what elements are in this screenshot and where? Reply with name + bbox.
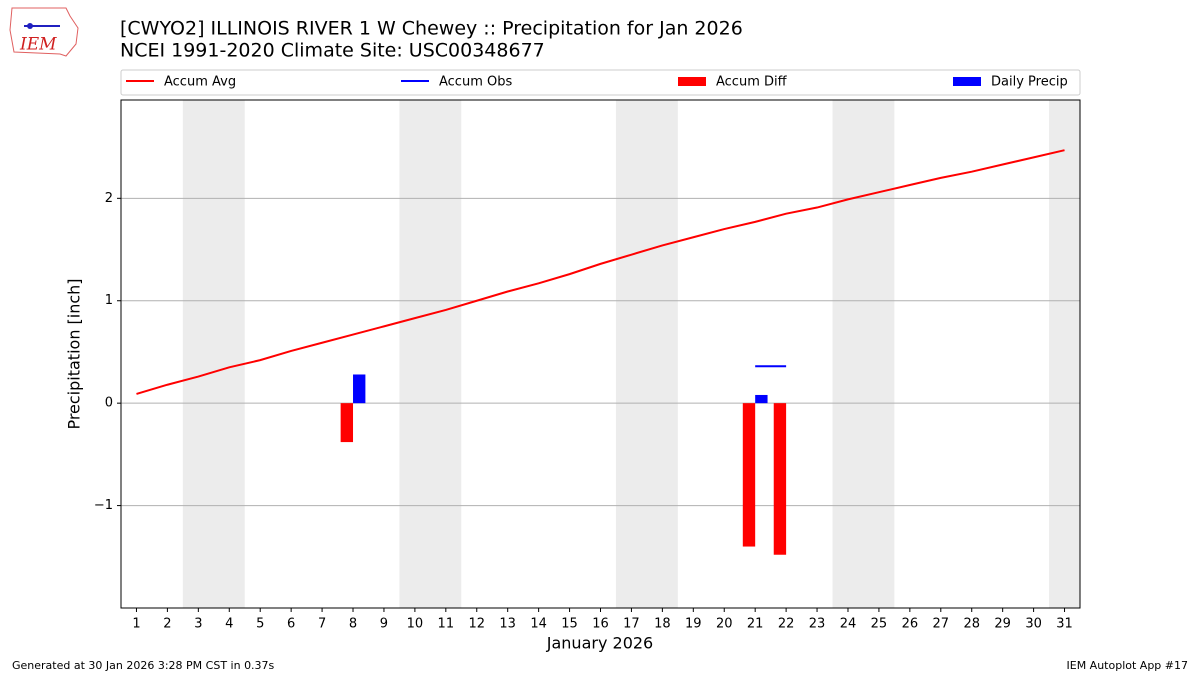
logo-outline [9, 7, 79, 57]
x-tick-label: 28 [963, 617, 980, 632]
x-tick-label: 4 [225, 617, 233, 632]
legend-box [120, 69, 1081, 96]
x-tick-label: 14 [530, 617, 547, 632]
y-tick-label: 2 [105, 191, 113, 206]
footer-right: IEM Autoplot App #17 [1067, 659, 1189, 672]
x-tick-label: 11 [438, 617, 455, 632]
x-tick-label: 22 [778, 617, 795, 632]
footer-left: Generated at 30 Jan 2026 3:28 PM CST in … [12, 659, 275, 672]
x-tick-label: 5 [256, 617, 264, 632]
x-tick-label: 24 [840, 617, 857, 632]
legend-label: Accum Obs [439, 75, 512, 90]
bar [340, 403, 354, 443]
x-axis-label: January 2026 [546, 634, 653, 653]
x-tick-label: 3 [194, 617, 202, 632]
logo-text: IEM [19, 35, 57, 55]
y-axis-label: Precipitation [inch] [65, 278, 84, 429]
x-tick-label: 16 [592, 617, 609, 632]
x-tick-label: 19 [685, 617, 702, 632]
x-tick-label: 27 [933, 617, 950, 632]
x-tick-label: 13 [499, 617, 516, 632]
x-tick-label: 18 [654, 617, 671, 632]
x-tick-label: 7 [318, 617, 326, 632]
bar [742, 403, 756, 547]
x-tick-label: 17 [623, 617, 640, 632]
x-tick-label: 6 [287, 617, 295, 632]
bar [773, 403, 787, 555]
x-tick-label: 2 [163, 617, 171, 632]
legend-label: Daily Precip [991, 75, 1068, 90]
chart-subtitle: NCEI 1991-2020 Climate Site: USC00348677 [120, 40, 545, 62]
legend-label: Accum Avg [164, 75, 236, 90]
x-tick-label: 23 [809, 617, 826, 632]
weekend-shade [182, 100, 245, 608]
weekend-shade [832, 100, 895, 608]
bar [353, 374, 366, 404]
weekend-shade [399, 100, 462, 608]
x-tick-label: 9 [380, 617, 388, 632]
legend-swatch [678, 77, 706, 86]
logo: IEM [9, 7, 79, 57]
x-tick-label: 25 [871, 617, 888, 632]
x-tick-label: 30 [1025, 617, 1042, 632]
x-tick-label: 29 [994, 617, 1011, 632]
x-tick-label: 10 [407, 617, 424, 632]
legend-swatch [953, 77, 981, 86]
line [136, 149, 1065, 395]
x-tick-label: 21 [747, 617, 764, 632]
legend-label: Accum Diff [716, 75, 788, 90]
x-tick-label: 31 [1056, 617, 1073, 632]
weekend-shade [1049, 100, 1080, 608]
x-tick-label: 1 [132, 617, 140, 632]
x-tick-label: 26 [902, 617, 919, 632]
y-tick-label: 1 [105, 293, 113, 308]
y-tick-label: 0 [105, 396, 113, 411]
y-tick-label: −1 [94, 498, 113, 513]
logo-icon [27, 23, 33, 29]
x-tick-label: 20 [716, 617, 733, 632]
x-tick-label: 12 [468, 617, 485, 632]
x-tick-label: 8 [349, 617, 357, 632]
bar [755, 394, 768, 404]
chart-title: [CWYO2] ILLINOIS RIVER 1 W Chewey :: Pre… [120, 18, 743, 40]
plot-frame [120, 99, 1081, 609]
weekend-shade [615, 100, 678, 608]
x-tick-label: 15 [561, 617, 578, 632]
